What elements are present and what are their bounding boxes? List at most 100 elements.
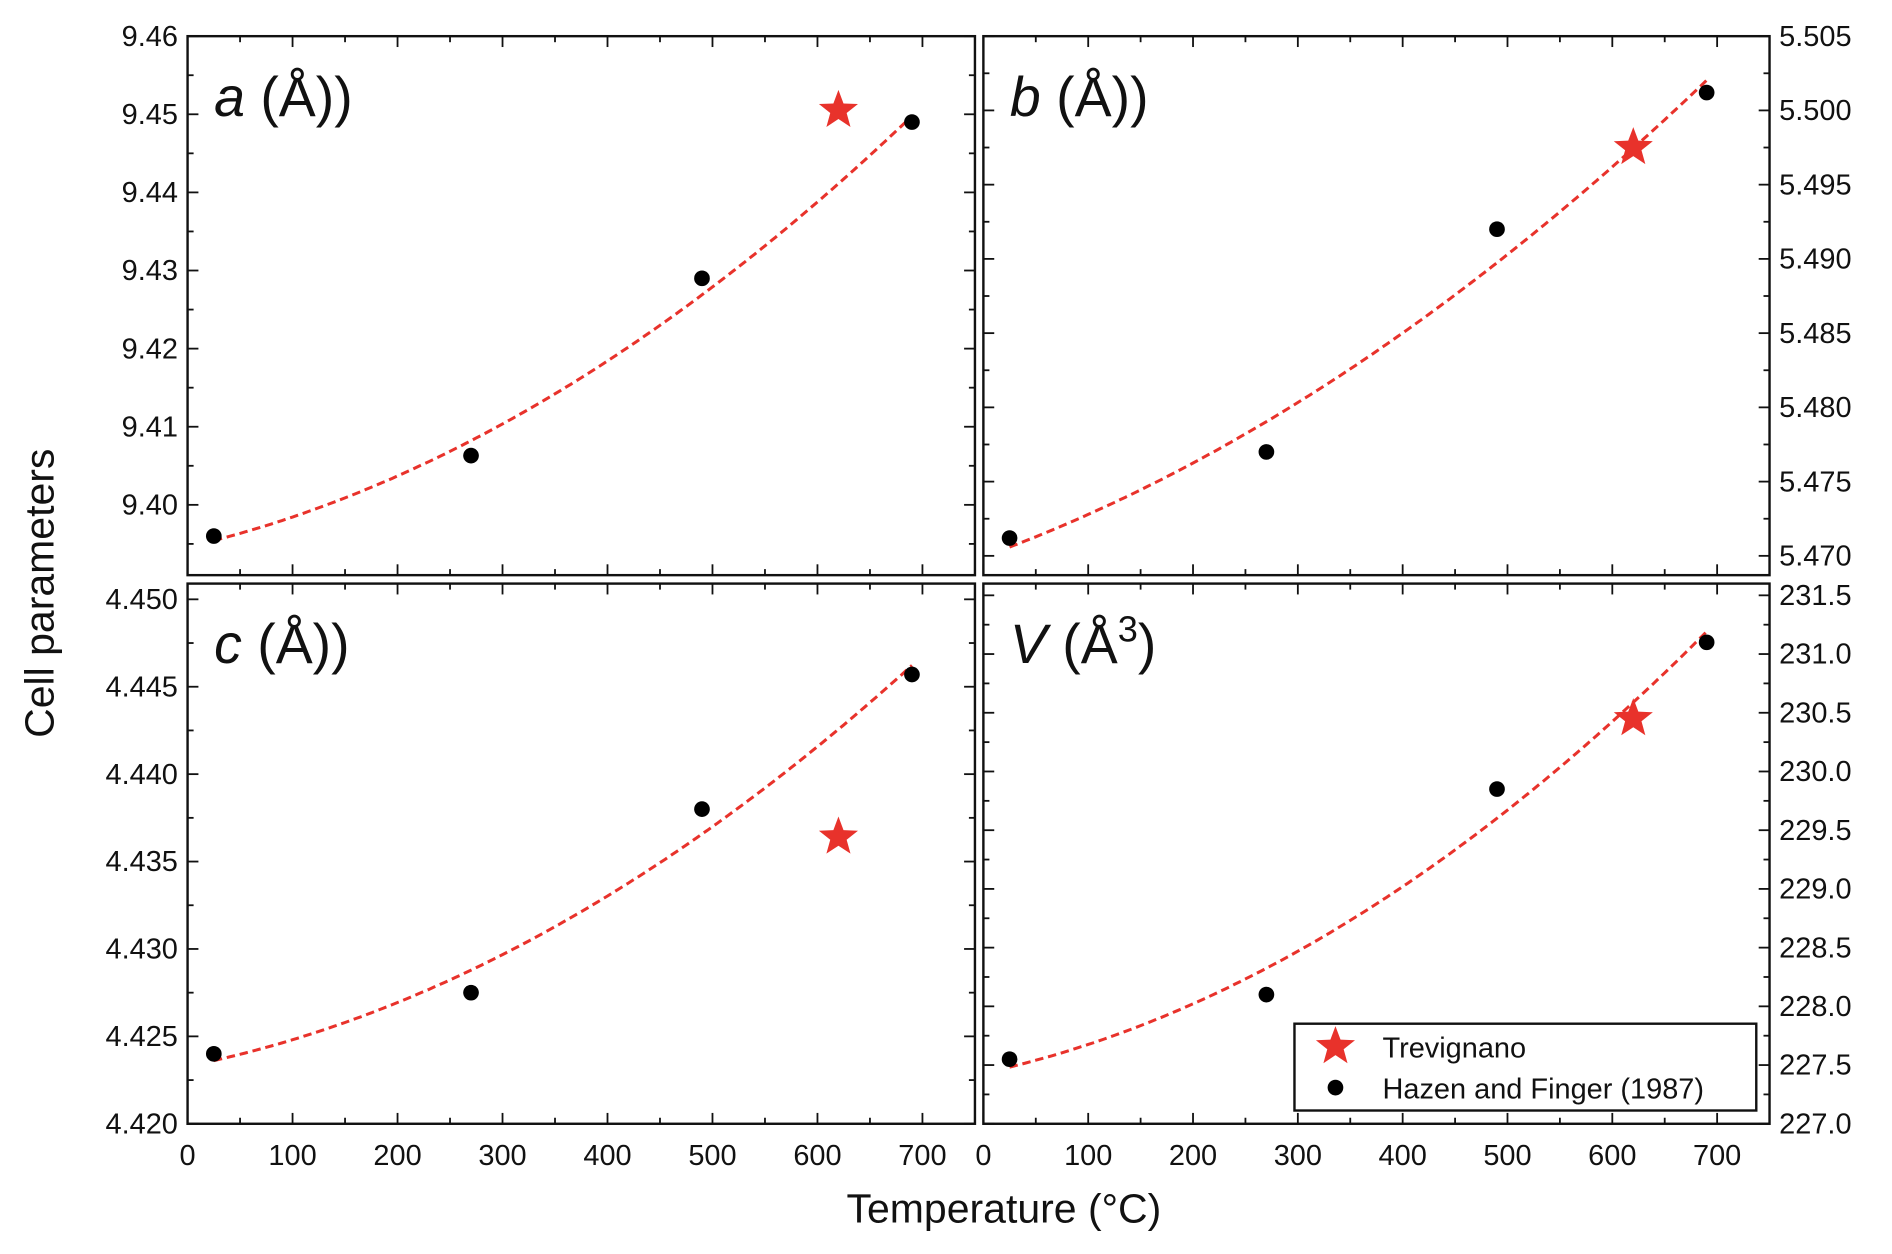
y-tick-label: 5.505 bbox=[1779, 21, 1851, 53]
fit-curve bbox=[213, 664, 913, 1063]
y-tick-label: 5.470 bbox=[1779, 540, 1851, 572]
y-tick-label: 9.42 bbox=[122, 333, 178, 365]
x-tick-label: 300 bbox=[478, 1140, 526, 1172]
panel-c: 0 100 200 300 400 500 600 700 4.420 4.425 4.430 4.4… bbox=[106, 582, 977, 1172]
y-tick-label: 9.46 bbox=[122, 21, 178, 53]
legend-circle-marker bbox=[1327, 1079, 1344, 1096]
panel-label-symbol: b bbox=[1010, 66, 1041, 128]
y-tick-label: 230.5 bbox=[1779, 697, 1851, 729]
x-tick-label: 0 bbox=[975, 1140, 991, 1172]
y-tick-label: 9.40 bbox=[122, 489, 178, 521]
y-tick-label: 4.435 bbox=[106, 846, 178, 878]
hazen-point bbox=[1001, 530, 1018, 546]
y-tick-label: 5.475 bbox=[1779, 466, 1851, 498]
hazen-point bbox=[463, 984, 479, 1001]
x-tick-label: 700 bbox=[1693, 1140, 1741, 1172]
panel-label-symbol: V bbox=[1010, 613, 1052, 675]
hazen-point bbox=[463, 447, 479, 464]
y-tick-label: 9.44 bbox=[122, 177, 178, 209]
y-tick-label: 9.41 bbox=[122, 411, 178, 443]
panel-a: 9.40 9.41 9.42 9.43 9.44 9.45 9.46 a (Å)) bbox=[122, 21, 977, 577]
y-tick-label: 231.0 bbox=[1779, 639, 1851, 671]
y-tick-label: 229.5 bbox=[1779, 815, 1851, 847]
hazen-point bbox=[205, 1046, 222, 1062]
panel-label-unit: (Å) bbox=[245, 66, 334, 128]
y-tick-label: 5.495 bbox=[1779, 169, 1851, 201]
x-axis-title: Temperature (°C) bbox=[847, 1186, 1162, 1232]
panel-label: V (Å3) bbox=[1010, 608, 1156, 675]
fit-curve bbox=[1009, 79, 1708, 549]
trevignano-star bbox=[1613, 698, 1653, 736]
x-tick-label: 100 bbox=[1064, 1140, 1112, 1172]
x-tick-label: 600 bbox=[1588, 1140, 1636, 1172]
hazen-point bbox=[694, 801, 710, 817]
y-tick-label: 9.45 bbox=[122, 99, 178, 131]
legend: Trevignano Hazen and Finger (1987) bbox=[1293, 1022, 1758, 1112]
x-tick-label: 700 bbox=[898, 1140, 946, 1172]
hazen-point bbox=[1698, 634, 1715, 651]
y-tick-label: 5.480 bbox=[1779, 392, 1851, 424]
y-tick-label: 230.0 bbox=[1779, 756, 1851, 788]
panel-frame bbox=[982, 582, 1771, 1125]
y-tick-label: 4.430 bbox=[106, 934, 178, 966]
hazen-point bbox=[1489, 781, 1505, 797]
legend-label-hazen: Hazen and Finger (1987) bbox=[1382, 1073, 1704, 1105]
panel-b: 5.470 5.475 5.480 5.485 5.490 5.495 5.500 5.505… bbox=[982, 21, 1852, 577]
y-tick-label: 228.0 bbox=[1779, 991, 1851, 1023]
trevignano-star bbox=[818, 816, 858, 854]
legend-star-marker bbox=[1315, 1026, 1355, 1064]
panel-label-close: ) bbox=[1138, 613, 1156, 675]
fit-curve bbox=[1009, 630, 1708, 1069]
hazen-point bbox=[1258, 444, 1275, 460]
panel-label: c (Å)) bbox=[214, 613, 350, 675]
hazen-point bbox=[1698, 84, 1715, 101]
panel-label-sup: 3 bbox=[1118, 608, 1138, 649]
panel-label-close: ) bbox=[1130, 66, 1148, 128]
y-tick-label: 5.500 bbox=[1779, 95, 1851, 127]
y-tick-label: 5.485 bbox=[1779, 318, 1851, 350]
x-tick-label: 600 bbox=[793, 1140, 841, 1172]
trevignano-star bbox=[818, 89, 858, 127]
x-tick-label: 400 bbox=[1379, 1140, 1427, 1172]
y-tick-label: 4.450 bbox=[106, 584, 178, 616]
x-tick-label: 300 bbox=[1274, 1140, 1322, 1172]
panel-label-close: ) bbox=[331, 613, 349, 675]
hazen-point bbox=[205, 528, 222, 544]
x-tick-label: 100 bbox=[268, 1140, 316, 1172]
panel-label-symbol: c bbox=[214, 613, 242, 675]
x-tick-label: 500 bbox=[688, 1140, 736, 1172]
panel-label-unit: (Å bbox=[1047, 613, 1118, 675]
panel-frame bbox=[186, 34, 977, 577]
trevignano-star bbox=[1613, 127, 1653, 165]
y-tick-label: 5.490 bbox=[1779, 244, 1851, 276]
y-tick-label: 4.440 bbox=[106, 759, 178, 791]
y-tick-label: 4.425 bbox=[106, 1021, 178, 1053]
hazen-point bbox=[1001, 1051, 1018, 1068]
y-axis-title: Cell parameters bbox=[17, 449, 63, 738]
y-tick-label: 228.5 bbox=[1779, 932, 1851, 964]
x-tick-label: 0 bbox=[180, 1140, 196, 1172]
x-tick-label: 200 bbox=[1169, 1140, 1217, 1172]
x-tick-label: 500 bbox=[1483, 1140, 1531, 1172]
y-tick-label: 4.445 bbox=[106, 671, 178, 703]
hazen-point bbox=[904, 114, 920, 130]
legend-label-trevignano: Trevignano bbox=[1382, 1032, 1526, 1064]
panel-frame bbox=[186, 582, 977, 1125]
panel-label-unit: (Å) bbox=[1041, 66, 1130, 128]
y-tick-label: 229.0 bbox=[1779, 874, 1851, 906]
hazen-point bbox=[1489, 221, 1505, 238]
hazen-point bbox=[904, 666, 920, 683]
panel-label: b (Å)) bbox=[1010, 66, 1149, 128]
panel-label-close: ) bbox=[334, 66, 352, 128]
panel-V: 0 100 200 300 400 500 600 700 227.0 227.5 228.0 228… bbox=[975, 580, 1851, 1172]
panel-frame bbox=[982, 34, 1771, 577]
y-tick-label: 9.43 bbox=[122, 255, 178, 287]
y-tick-label: 4.420 bbox=[106, 1108, 178, 1140]
panel-label-unit: (Å) bbox=[242, 613, 331, 675]
y-tick-label: 227.0 bbox=[1779, 1108, 1851, 1140]
hazen-point bbox=[694, 270, 710, 287]
y-tick-label: 231.5 bbox=[1779, 580, 1851, 612]
x-tick-label: 200 bbox=[373, 1140, 421, 1172]
panel-label: a (Å)) bbox=[214, 66, 353, 128]
